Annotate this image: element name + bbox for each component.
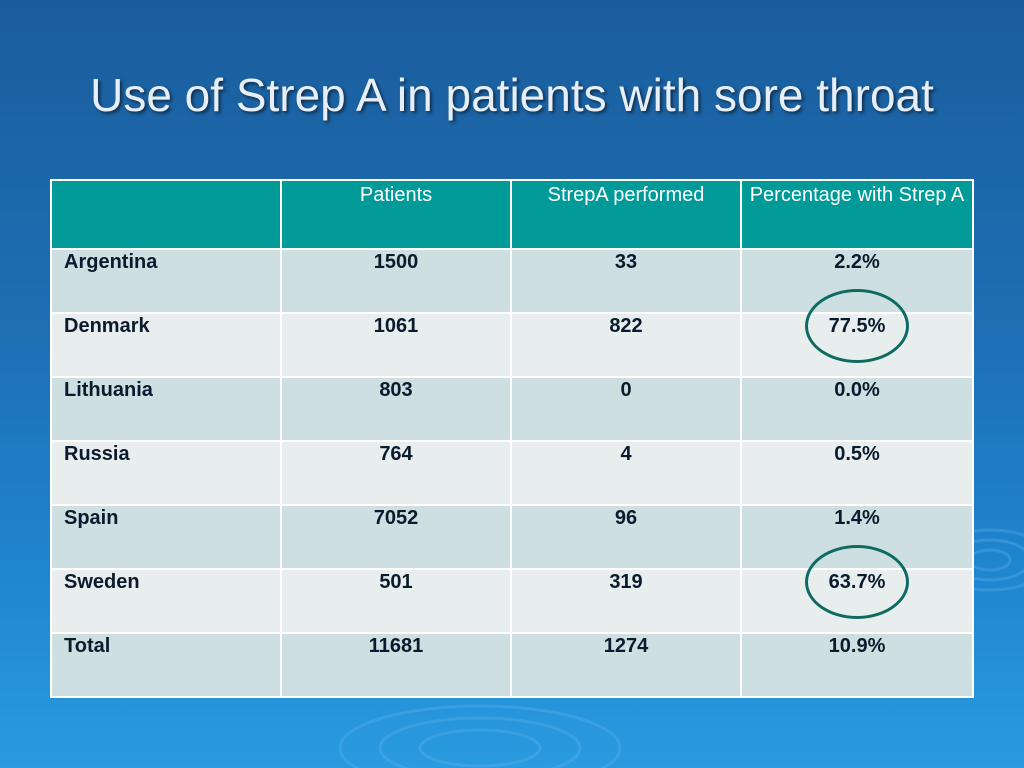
cell-country: Argentina xyxy=(50,248,282,314)
cell-percentage: 0.0% xyxy=(740,376,974,442)
highlight-circle xyxy=(805,545,909,619)
cell-country: Spain xyxy=(50,504,282,570)
table-row: Sweden 501 319 63.7% xyxy=(50,545,974,634)
cell-patients: 501 xyxy=(280,568,512,634)
cell-patients: 1500 xyxy=(280,248,512,314)
cell-percentage: 77.5% xyxy=(740,289,974,378)
table-row: Denmark 1061 822 77.5% xyxy=(50,289,974,378)
cell-country: Denmark xyxy=(50,312,282,378)
cell-patients: 764 xyxy=(280,440,512,506)
cell-strepa: 4 xyxy=(510,440,742,506)
cell-percentage: 10.9% xyxy=(740,632,974,698)
cell-strepa: 0 xyxy=(510,376,742,442)
cell-strepa: 319 xyxy=(510,568,742,634)
cell-country: Sweden xyxy=(50,568,282,634)
cell-patients: 1061 xyxy=(280,312,512,378)
header-patients: Patients xyxy=(280,179,512,250)
percentage-value: 0.5% xyxy=(834,443,880,465)
strep-a-table: Patients StrepA performed Percentage wit… xyxy=(50,179,974,698)
cell-strepa: 1274 xyxy=(510,632,742,698)
cell-patients: 803 xyxy=(280,376,512,442)
cell-strepa: 96 xyxy=(510,504,742,570)
cell-country: Total xyxy=(50,632,282,698)
cell-country: Russia xyxy=(50,440,282,506)
table-header-row: Patients StrepA performed Percentage wit… xyxy=(50,179,974,250)
percentage-value: 1.4% xyxy=(834,507,880,529)
slide-title: Use of Strep A in patients with sore thr… xyxy=(90,68,934,121)
cell-strepa: 822 xyxy=(510,312,742,378)
cell-country: Lithuania xyxy=(50,376,282,442)
header-percentage-strep-a: Percentage with Strep A xyxy=(740,179,974,250)
percentage-value: 2.2% xyxy=(834,251,880,273)
cell-patients: 11681 xyxy=(280,632,512,698)
cell-percentage: 63.7% xyxy=(740,545,974,634)
header-strepa-performed: StrepA performed xyxy=(510,179,742,250)
table-row: Russia 764 4 0.5% xyxy=(50,440,974,506)
cell-strepa: 33 xyxy=(510,248,742,314)
highlight-circle xyxy=(805,289,909,363)
percentage-value: 10.9% xyxy=(828,635,886,657)
table-row: Argentina 1500 33 2.2% xyxy=(50,248,974,314)
cell-percentage: 0.5% xyxy=(740,440,974,506)
table-row-total: Total 11681 1274 10.9% xyxy=(50,632,974,698)
table-row: Lithuania 803 0 0.0% xyxy=(50,376,974,442)
header-country xyxy=(50,179,282,250)
table-row: Spain 7052 96 1.4% xyxy=(50,504,974,570)
cell-patients: 7052 xyxy=(280,504,512,570)
cell-percentage: 2.2% xyxy=(740,248,974,314)
percentage-value: 0.0% xyxy=(834,379,880,401)
